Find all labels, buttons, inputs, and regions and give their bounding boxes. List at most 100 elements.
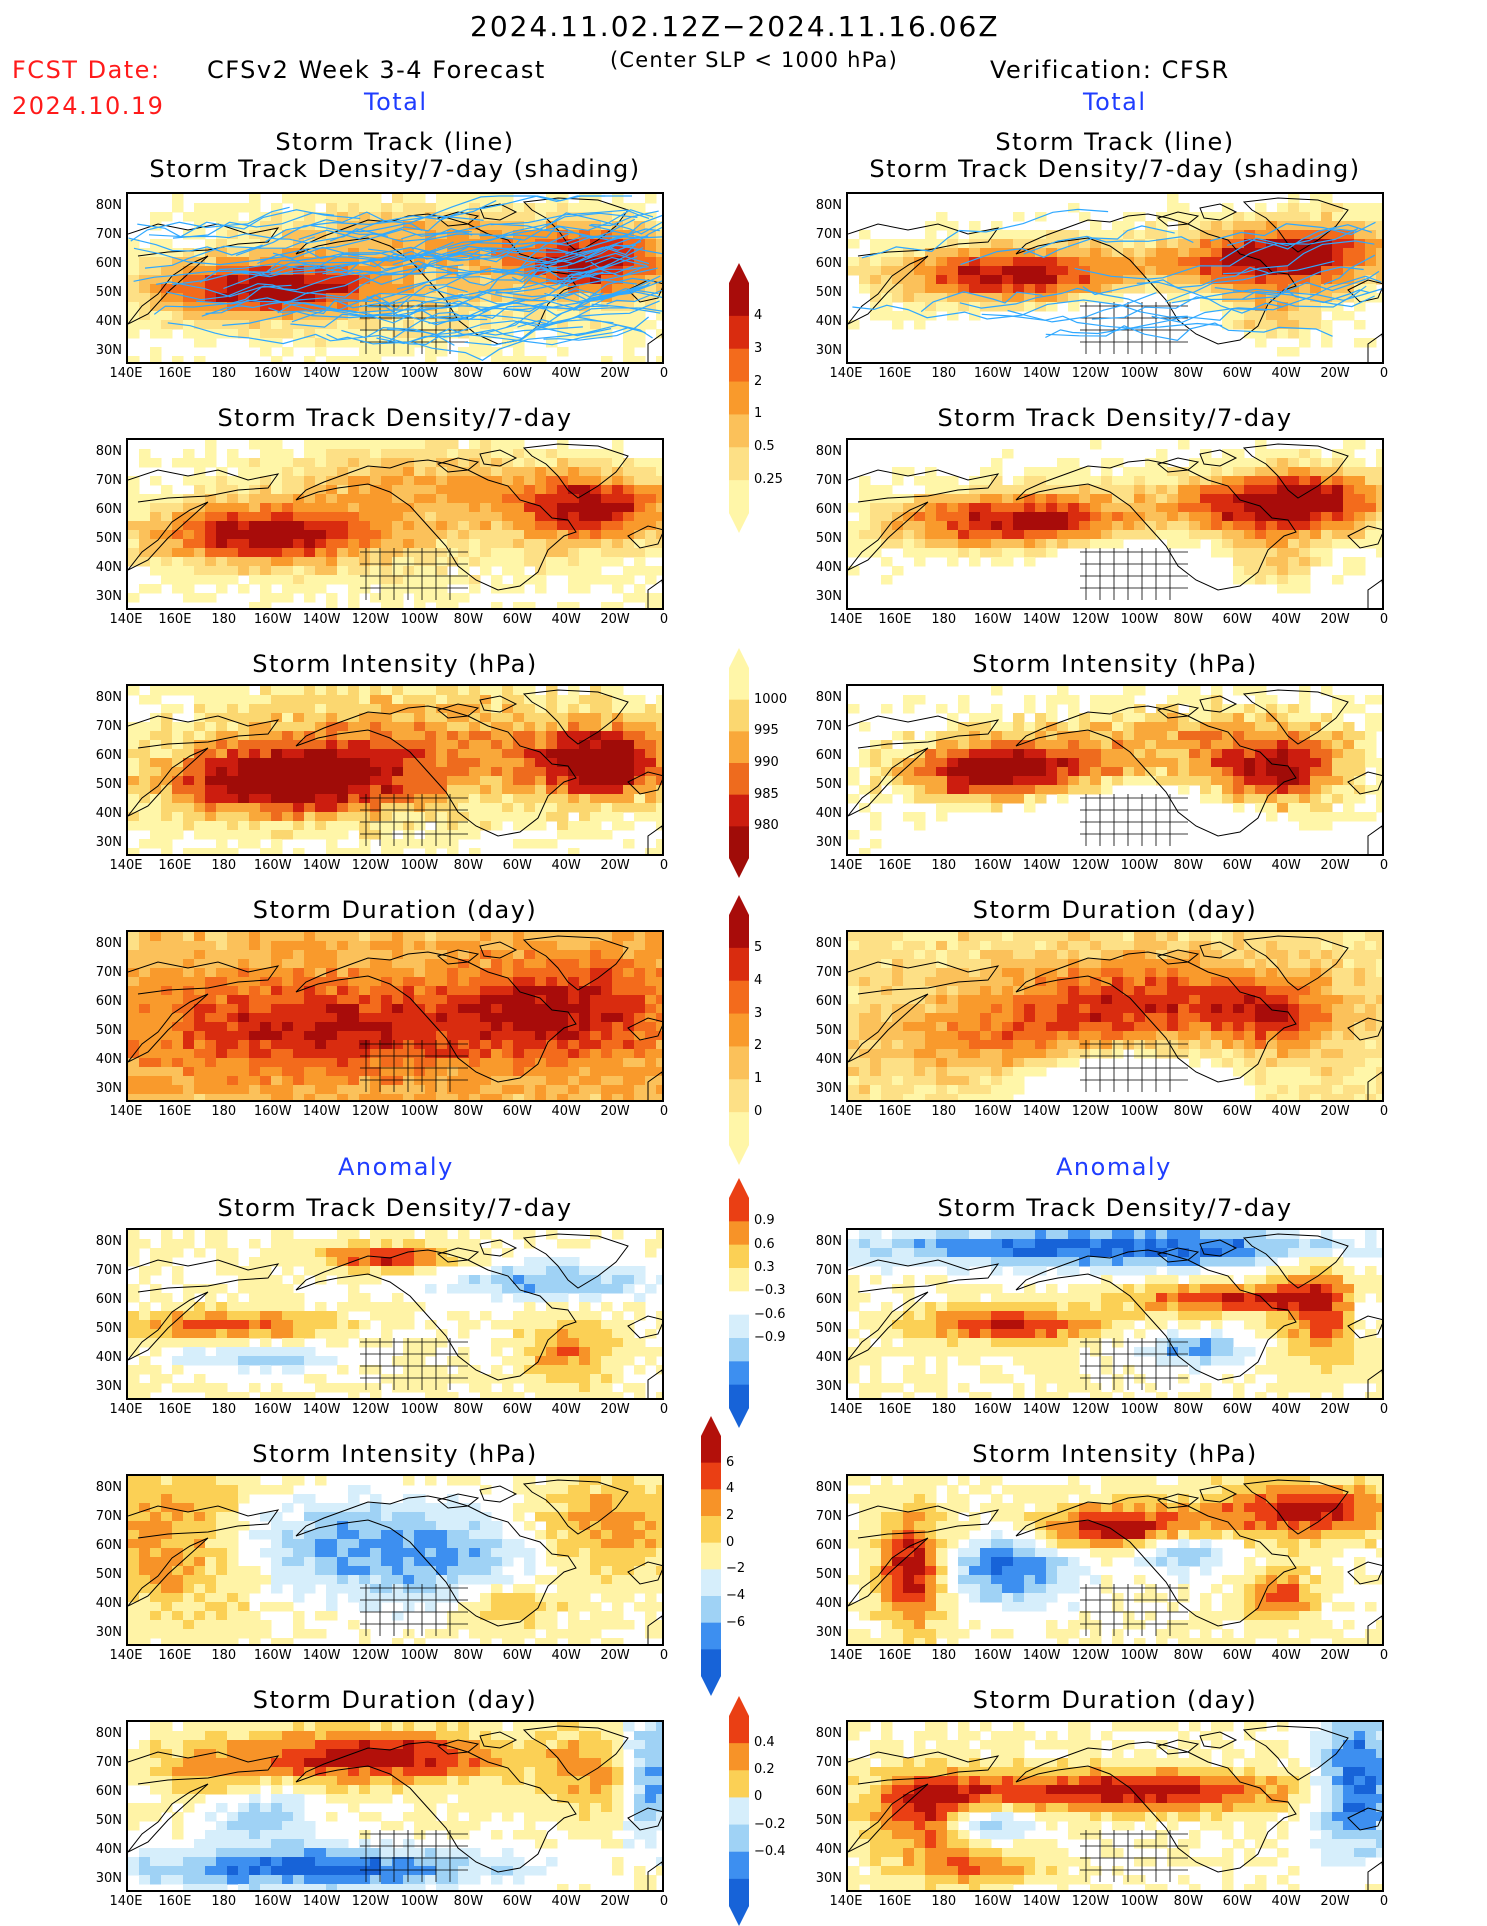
lon-tick-label: 40W — [1264, 1894, 1308, 1909]
lon-tick-label: 80W — [1166, 366, 1210, 381]
lon-tick-label: 160W — [251, 366, 295, 381]
lon-tick-label: 100W — [1117, 858, 1161, 873]
lon-tick-label: 160E — [153, 1894, 197, 1909]
lon-tick-label: 100W — [397, 858, 441, 873]
map-field — [848, 932, 1384, 1102]
lon-tick-label: 100W — [1117, 1402, 1161, 1417]
lat-tick-label: 80N — [82, 690, 122, 705]
lon-tick-label: 160E — [873, 1402, 917, 1417]
panel-title: Storm Track Density/7-day — [86, 1194, 704, 1222]
panel-title: Storm Track (line) — [86, 128, 704, 156]
lat-tick-label: 60N — [802, 748, 842, 763]
lat-tick-label: 60N — [82, 256, 122, 271]
map-field — [128, 1722, 664, 1892]
lat-tick-label: 40N — [82, 1350, 122, 1365]
map-panel — [846, 684, 1384, 856]
lon-tick-label: 180 — [202, 1894, 246, 1909]
lon-tick-label: 20W — [593, 1648, 637, 1663]
lon-tick-label: 160W — [251, 1104, 295, 1119]
lat-tick-label: 60N — [802, 502, 842, 517]
lon-tick-label: 180 — [202, 612, 246, 627]
lat-tick-label: 30N — [82, 835, 122, 850]
lon-tick-label: 60W — [495, 612, 539, 627]
lon-tick-label: 80W — [446, 366, 490, 381]
colorbar-tick-label: 0.9 — [754, 1213, 775, 1228]
lon-tick-label: 160E — [153, 858, 197, 873]
map-panel — [846, 438, 1384, 610]
lat-tick-label: 30N — [802, 343, 842, 358]
panel-title: Storm Intensity (hPa) — [86, 650, 704, 678]
lat-tick-label: 50N — [82, 1321, 122, 1336]
colorbar-tick-label: 4 — [726, 1481, 734, 1496]
lon-tick-label: 160E — [873, 858, 917, 873]
lon-tick-label: 40W — [544, 612, 588, 627]
lon-tick-label: 60W — [1215, 612, 1259, 627]
lon-tick-label: 120W — [1069, 1104, 1113, 1119]
lon-tick-label: 160W — [971, 1894, 1015, 1909]
lon-tick-label: 40W — [1264, 858, 1308, 873]
panel-title: Storm Track Density/7-day (shading) — [806, 155, 1424, 183]
lat-tick-label: 40N — [802, 806, 842, 821]
lon-tick-label: 140E — [104, 1104, 148, 1119]
lon-tick-label: 80W — [1166, 1894, 1210, 1909]
lon-tick-label: 20W — [1313, 1648, 1357, 1663]
lon-tick-label: 0 — [642, 858, 686, 873]
lat-tick-label: 60N — [82, 1784, 122, 1799]
map-field — [128, 932, 664, 1102]
lat-tick-label: 40N — [802, 560, 842, 575]
lon-tick-label: 80W — [446, 612, 490, 627]
panel-title: Storm Duration (day) — [806, 896, 1424, 924]
colorbar-tick-label: 995 — [754, 723, 779, 738]
panel-title: Storm Track (line) — [806, 128, 1424, 156]
map-panel — [126, 438, 664, 610]
lat-tick-label: 30N — [82, 1871, 122, 1886]
lat-tick-label: 40N — [802, 314, 842, 329]
lon-tick-label: 0 — [642, 1104, 686, 1119]
map-field — [848, 194, 1384, 364]
lat-tick-label: 60N — [802, 1292, 842, 1307]
lon-tick-label: 140E — [104, 1894, 148, 1909]
map-field — [128, 686, 664, 856]
lon-tick-label: 160E — [873, 1648, 917, 1663]
lon-tick-label: 120W — [1069, 366, 1113, 381]
colorbar-tick-label: 0 — [754, 1104, 762, 1119]
criterion-text: (Center SLP < 1000 hPa) — [610, 48, 898, 72]
lon-tick-label: 40W — [1264, 612, 1308, 627]
lat-tick-label: 80N — [802, 936, 842, 951]
lon-tick-label: 80W — [1166, 1648, 1210, 1663]
lon-tick-label: 160E — [153, 366, 197, 381]
lat-tick-label: 50N — [82, 285, 122, 300]
lon-tick-label: 140E — [824, 1402, 868, 1417]
lon-tick-label: 0 — [642, 1648, 686, 1663]
map-field — [128, 194, 664, 364]
lon-tick-label: 180 — [922, 1894, 966, 1909]
lon-tick-label: 160E — [873, 612, 917, 627]
lat-tick-label: 40N — [82, 560, 122, 575]
fcst-date-label: FCST Date: — [12, 56, 161, 84]
panel-title: Storm Duration (day) — [86, 896, 704, 924]
colorbar-tick-label: 0 — [726, 1535, 734, 1550]
section-anomaly-left: Anomaly — [338, 1153, 454, 1181]
lon-tick-label: 140E — [104, 366, 148, 381]
lon-tick-label: 120W — [1069, 1402, 1113, 1417]
lon-tick-label: 120W — [349, 1402, 393, 1417]
panel-title: Storm Track Density/7-day — [806, 404, 1424, 432]
lon-tick-label: 80W — [1166, 612, 1210, 627]
lon-tick-label: 60W — [495, 1402, 539, 1417]
lon-tick-label: 140W — [300, 1104, 344, 1119]
lat-tick-label: 80N — [802, 1234, 842, 1249]
section-anomaly-right: Anomaly — [1056, 1153, 1172, 1181]
lon-tick-label: 120W — [1069, 612, 1113, 627]
colorbar-tick-label: 2 — [754, 374, 762, 389]
lon-tick-label: 100W — [397, 612, 441, 627]
panel-title: Storm Duration (day) — [86, 1686, 704, 1714]
lon-tick-label: 140W — [1020, 366, 1064, 381]
lon-tick-label: 160W — [971, 1648, 1015, 1663]
lat-tick-label: 40N — [802, 1350, 842, 1365]
lat-tick-label: 80N — [82, 198, 122, 213]
lon-tick-label: 160E — [153, 612, 197, 627]
lat-tick-label: 30N — [82, 343, 122, 358]
lat-tick-label: 30N — [82, 1081, 122, 1096]
panel-title: Storm Track Density/7-day — [806, 1194, 1424, 1222]
lat-tick-label: 40N — [82, 314, 122, 329]
